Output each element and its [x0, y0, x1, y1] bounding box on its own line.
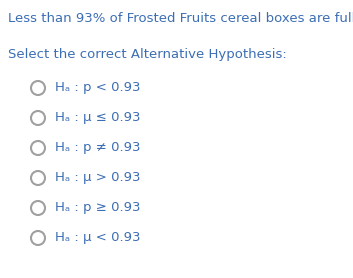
Text: Hₐ : p ≠ 0.93: Hₐ : p ≠ 0.93	[55, 142, 140, 155]
Text: Less than 93% of Frosted Fruits cereal boxes are full.: Less than 93% of Frosted Fruits cereal b…	[8, 12, 353, 25]
Text: Hₐ : μ < 0.93: Hₐ : μ < 0.93	[55, 232, 140, 244]
Text: Select the correct Alternative Hypothesis:: Select the correct Alternative Hypothesi…	[8, 48, 287, 61]
Text: Hₐ : μ > 0.93: Hₐ : μ > 0.93	[55, 172, 140, 185]
Text: Hₐ : p < 0.93: Hₐ : p < 0.93	[55, 81, 140, 95]
Text: Hₐ : p ≥ 0.93: Hₐ : p ≥ 0.93	[55, 202, 140, 215]
Text: Hₐ : μ ≤ 0.93: Hₐ : μ ≤ 0.93	[55, 111, 140, 125]
